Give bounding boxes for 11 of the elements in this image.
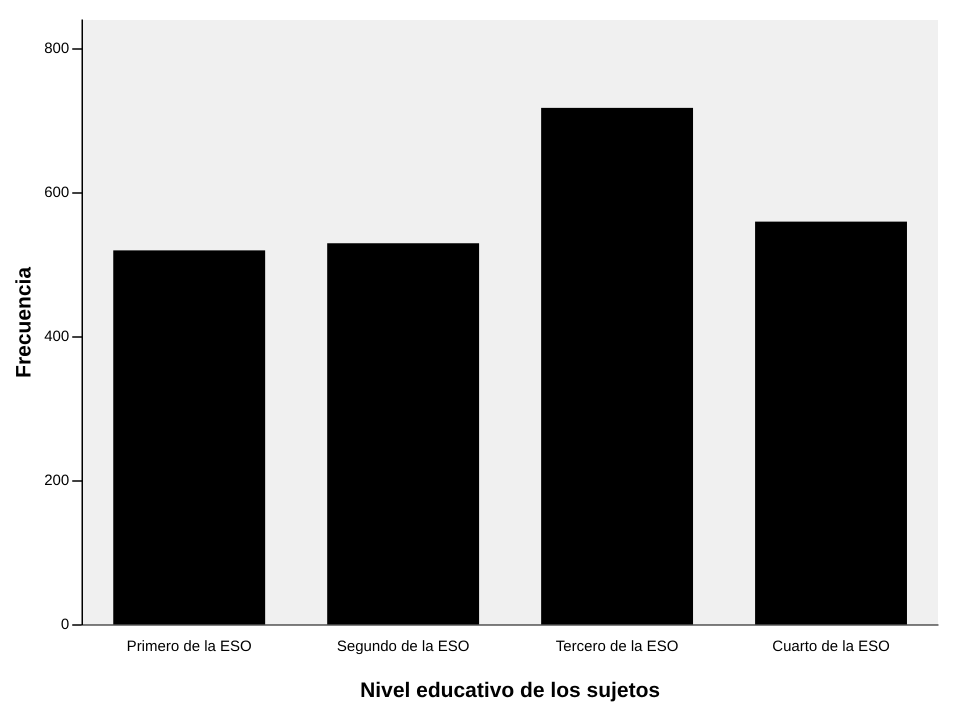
y-tick-label: 800	[44, 40, 70, 57]
y-tick-label: 200	[44, 472, 70, 489]
x-tick-label: Primero de la ESO	[126, 638, 252, 655]
x-tick-label: Tercero de la ESO	[556, 638, 678, 655]
y-tick-label: 600	[44, 184, 70, 201]
x-tick-label: Segundo de la ESO	[336, 638, 470, 655]
y-axis-title: Frecuencia	[12, 266, 36, 378]
y-tick-label: 0	[60, 616, 70, 633]
x-axis-title: Nivel educativo de los sujetos	[360, 679, 660, 702]
x-tick-label: Cuarto de la ESO	[772, 638, 890, 655]
y-tick-label: 400	[44, 328, 70, 345]
